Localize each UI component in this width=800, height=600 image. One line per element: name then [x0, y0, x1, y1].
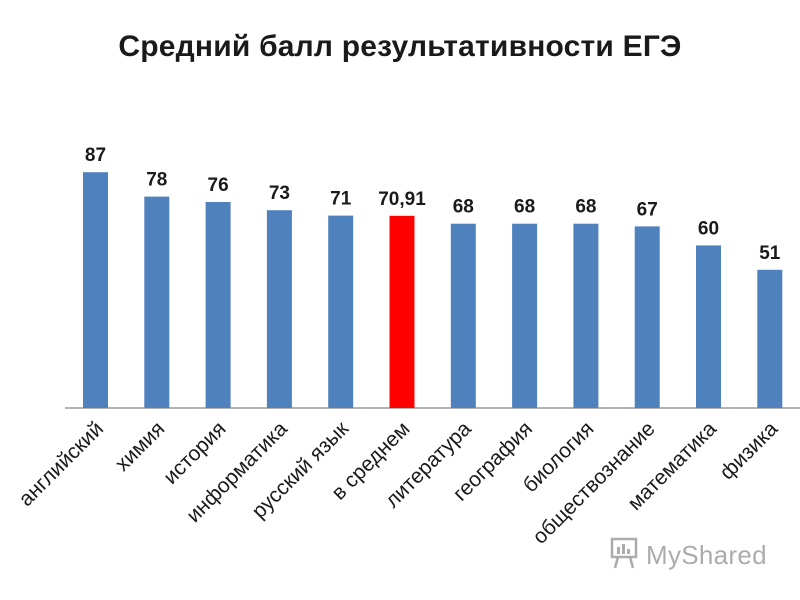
bar-3: [205, 202, 231, 408]
data-label-5: 71: [330, 189, 352, 210]
chart-title: Средний балл результативности ЕГЭ: [118, 30, 682, 63]
bar-7: [450, 223, 476, 408]
data-label-2: 78: [146, 170, 167, 191]
bar-4: [266, 210, 292, 408]
bar-8: [512, 223, 538, 408]
bar-11: [696, 245, 721, 408]
bar-2: [144, 196, 170, 408]
category-labels-group: английский химияисторияинформатикарусский…: [14, 417, 782, 549]
data-label-12: 51: [759, 243, 781, 264]
data-label-7: 68: [453, 197, 474, 218]
category-label-2: химия: [111, 417, 170, 476]
category-label-1: английский: [14, 417, 108, 511]
presentation-board-icon: [610, 536, 640, 575]
bars-group: [83, 172, 783, 408]
data-label-8: 68: [514, 197, 535, 218]
data-label-10: 67: [637, 199, 658, 220]
bar-6: [389, 215, 415, 408]
bar-5: [328, 215, 354, 408]
bar-9: [573, 223, 599, 408]
watermark: MyShared: [610, 536, 767, 575]
bar-1: [83, 172, 108, 408]
category-label-12: физика: [715, 417, 782, 484]
data-label-3: 76: [208, 175, 229, 196]
watermark-text: MyShared: [646, 539, 767, 570]
bar-10: [634, 226, 660, 408]
data-label-11: 60: [698, 218, 719, 239]
value-labels-group: 87 78 76 73 71 70,91 68 68 68 67 60 51: [85, 145, 781, 264]
data-label-1: 87: [85, 145, 106, 166]
data-label-6: 70,91: [378, 189, 426, 210]
data-label-9: 68: [575, 197, 596, 218]
data-label-4: 73: [269, 183, 290, 204]
bar-12: [757, 269, 783, 408]
